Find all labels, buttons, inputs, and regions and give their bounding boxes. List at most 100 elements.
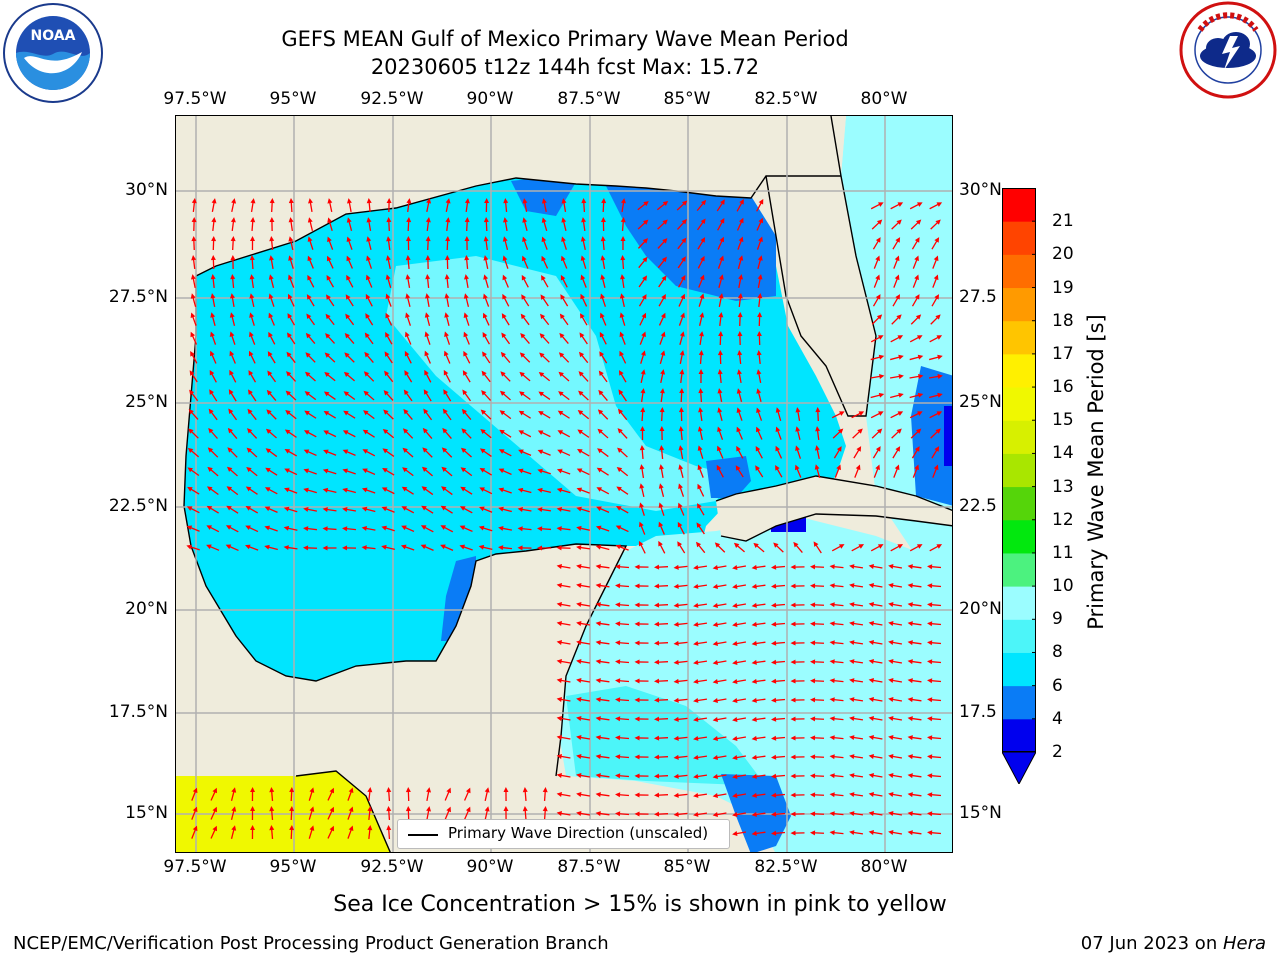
wave-arrow	[771, 792, 786, 798]
wave-arrow	[561, 236, 567, 250]
colorbar-extend-arrow	[1001, 751, 1037, 786]
wave-arrow	[737, 312, 743, 327]
wave-arrow	[698, 293, 705, 307]
wave-arrow	[227, 447, 238, 458]
wave-arrow	[284, 487, 298, 494]
wave-arrow	[558, 371, 570, 382]
wave-arrow	[556, 792, 571, 797]
wave-arrow	[537, 487, 551, 493]
wave-arrow	[595, 640, 610, 646]
wave-arrow	[327, 825, 335, 839]
wave-arrow	[810, 621, 825, 627]
wave-arrow	[537, 468, 551, 475]
wave-arrow	[425, 217, 431, 232]
wave-arrow	[615, 678, 630, 684]
wave-arrow	[342, 430, 356, 438]
colorbar-tick-label: 21	[1052, 211, 1074, 232]
wave-arrow	[659, 464, 664, 479]
wave-arrow	[539, 352, 550, 363]
wave-arrow	[870, 374, 885, 379]
wave-arrow	[386, 217, 392, 232]
wave-arrow	[595, 792, 610, 798]
wave-arrow	[405, 787, 411, 802]
wave-arrow	[441, 447, 453, 458]
wave-arrow	[660, 369, 666, 384]
wave-arrow	[424, 369, 432, 383]
wave-arrow	[756, 388, 762, 402]
wave-arrow	[210, 255, 216, 270]
wave-arrow	[367, 787, 373, 802]
wave-arrow	[892, 294, 900, 307]
wave-arrow	[907, 678, 922, 684]
wave-arrow	[326, 275, 335, 288]
wave-arrow	[386, 806, 392, 821]
colorbar-bin	[1002, 254, 1036, 289]
colorbar-tick-label: 8	[1052, 642, 1063, 663]
wave-arrow	[464, 274, 469, 289]
wave-arrow	[870, 335, 884, 343]
wave-arrow	[673, 659, 688, 665]
wave-arrow	[732, 755, 747, 760]
wave-arrow	[696, 199, 707, 212]
wave-arrow	[576, 659, 591, 664]
wave-arrow	[910, 219, 922, 230]
wave-arrow	[444, 806, 451, 820]
wave-arrow	[771, 754, 786, 760]
wave-arrow	[615, 659, 630, 665]
colorbar	[1001, 188, 1037, 786]
wave-arrow	[382, 467, 395, 476]
wave-arrow	[673, 716, 688, 722]
wave-arrow	[230, 236, 236, 251]
wave-arrow	[736, 426, 743, 440]
wave-arrow	[854, 464, 861, 478]
wave-arrow	[751, 735, 766, 741]
wave-arrow	[873, 255, 880, 269]
wave-arrow	[385, 255, 391, 270]
wave-arrow	[638, 540, 646, 554]
wave-arrow	[639, 521, 646, 535]
wave-arrow	[578, 371, 589, 382]
wave-arrow	[712, 812, 727, 817]
wave-arrow	[634, 583, 649, 589]
wave-arrow	[851, 411, 865, 419]
wave-arrow	[790, 697, 805, 703]
wave-arrow	[620, 274, 626, 289]
wave-arrow	[540, 294, 549, 307]
wave-arrow	[405, 255, 411, 270]
lat-tick-left: 20°N	[125, 599, 168, 619]
wave-arrow	[771, 621, 786, 627]
wave-arrow	[323, 449, 337, 456]
wave-arrow	[345, 294, 354, 307]
wave-arrow	[305, 371, 316, 382]
wave-arrow	[284, 449, 298, 457]
wave-arrow	[541, 217, 548, 231]
wave-arrow	[927, 602, 942, 608]
wave-arrow	[303, 468, 317, 475]
wave-arrow	[190, 274, 196, 289]
wave-arrow	[693, 716, 708, 722]
wave-arrow	[459, 506, 473, 514]
wave-arrow	[247, 389, 257, 402]
wave-arrow	[693, 697, 708, 703]
wave-arrow	[615, 792, 630, 798]
wave-arrow	[912, 255, 919, 269]
wave-arrow	[269, 198, 275, 213]
wave-arrow	[267, 370, 277, 383]
lon-tick-top: 80°W	[860, 89, 908, 109]
wave-arrow	[927, 811, 942, 817]
wave-arrow	[188, 428, 199, 439]
wave-arrow	[556, 678, 571, 683]
wave-arrow	[600, 293, 607, 307]
wave-arrow	[810, 697, 825, 703]
wave-arrow	[831, 411, 845, 419]
wave-arrow	[211, 198, 217, 213]
wave-arrow	[868, 735, 883, 740]
wave-arrow	[226, 466, 238, 477]
wave-arrow	[598, 370, 608, 383]
wave-arrow	[658, 312, 666, 326]
wave-arrow	[479, 487, 493, 495]
wave-arrow	[756, 407, 763, 421]
colorbar-bin	[1002, 353, 1036, 388]
wave-arrow	[444, 274, 450, 289]
wave-arrow	[851, 544, 865, 552]
